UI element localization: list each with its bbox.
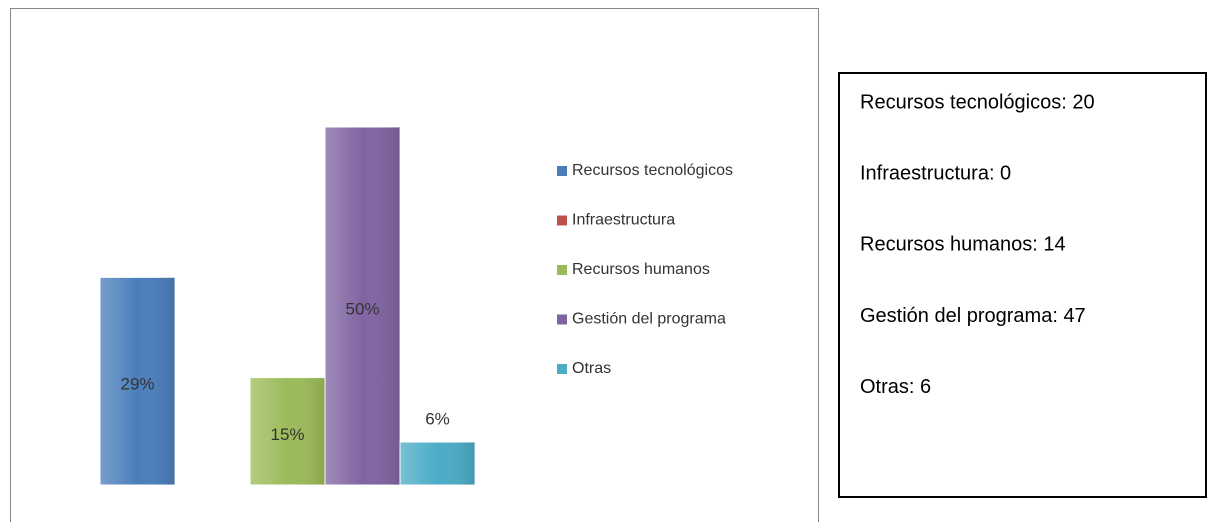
legend-label: Recursos humanos	[572, 261, 710, 278]
legend-swatch	[557, 265, 567, 275]
bar-shine	[100, 277, 175, 485]
legend-label: Recursos tecnológicos	[572, 162, 733, 179]
legend-swatch	[557, 215, 567, 226]
legend-label: Otras	[572, 360, 611, 377]
info-line: Infraestructura: 0	[860, 162, 1011, 184]
legend-label: Infraestructura	[572, 212, 675, 229]
value-label: 29%	[120, 375, 154, 394]
legend-swatch	[557, 314, 567, 325]
info-line: Gestión del programa: 47	[860, 305, 1086, 327]
info-line: Otras: 6	[860, 376, 931, 398]
info-line: Recursos humanos: 14	[860, 234, 1066, 256]
legend-swatch	[557, 364, 567, 374]
bar-shine	[400, 442, 475, 485]
legend-label: Gestión del programa	[572, 311, 726, 328]
value-label: 6%	[425, 410, 450, 429]
bar-shine	[325, 127, 400, 485]
legend-swatch	[557, 166, 567, 176]
bar-shine	[250, 377, 325, 485]
value-label: 50%	[345, 299, 379, 318]
value-label: 15%	[270, 425, 304, 444]
info-line: Recursos tecnológicos: 20	[860, 91, 1095, 113]
info-box	[838, 72, 1207, 498]
